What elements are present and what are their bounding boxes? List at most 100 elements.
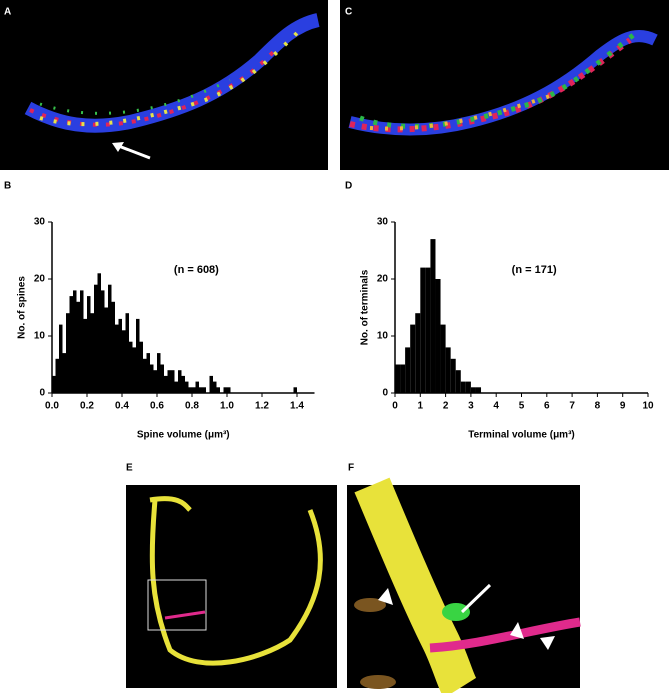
panel-a-image: [0, 0, 328, 170]
bar: [185, 381, 189, 393]
bar: [108, 284, 112, 393]
panel-label: E: [126, 463, 133, 474]
y-tick-label: 30: [34, 217, 46, 228]
y-tick-label: 20: [377, 274, 389, 285]
bar: [440, 324, 446, 393]
bar: [153, 370, 157, 393]
x-tick-label: 10: [642, 401, 654, 412]
annotation: (n = 608): [174, 264, 219, 276]
x-tick-label: 1.4: [290, 401, 304, 412]
bar: [395, 364, 401, 393]
x-tick-label: 3: [468, 401, 474, 412]
x-tick-label: 0.8: [185, 401, 199, 412]
bar: [178, 370, 182, 393]
x-axis-label: Spine volume (μm³): [137, 430, 230, 441]
x-tick-label: 0.6: [150, 401, 164, 412]
bar: [101, 290, 105, 393]
bar: [160, 364, 164, 393]
bar: [115, 324, 119, 393]
bar: [139, 341, 143, 393]
bar: [202, 387, 206, 393]
y-tick-label: 30: [377, 217, 389, 228]
bar: [470, 387, 476, 393]
bar: [410, 324, 416, 393]
panel-f-image: [347, 477, 581, 698]
bar: [216, 387, 220, 393]
bar: [118, 318, 122, 393]
bar: [181, 375, 185, 393]
bar: [293, 387, 297, 393]
bar: [174, 381, 178, 393]
bar: [430, 239, 436, 393]
panel-label: F: [348, 463, 354, 474]
bar: [455, 370, 461, 393]
x-tick-label: 9: [620, 401, 626, 412]
bar: [69, 296, 73, 393]
bar: [62, 353, 66, 393]
bar: [164, 375, 168, 393]
x-tick-label: 8: [595, 401, 601, 412]
bar: [111, 301, 115, 393]
bar: [445, 347, 451, 393]
bar: [465, 381, 471, 393]
bar: [435, 279, 441, 393]
bar: [171, 370, 175, 393]
bar: [405, 347, 411, 393]
panel-labels: A B C D E F: [4, 7, 354, 474]
bar: [192, 387, 196, 393]
bar: [460, 381, 466, 393]
panel-label: A: [4, 7, 11, 18]
x-tick-label: 0.2: [80, 401, 94, 412]
bar: [94, 284, 98, 393]
bar: [209, 375, 213, 393]
bar: [83, 318, 87, 393]
bar: [167, 370, 171, 393]
bar: [132, 347, 136, 393]
y-tick-label: 10: [377, 331, 389, 342]
x-tick-label: 6: [544, 401, 550, 412]
y-tick-label: 0: [39, 388, 45, 399]
bar: [415, 313, 421, 393]
panel-label: D: [345, 181, 352, 192]
x-tick-label: 7: [569, 401, 575, 412]
bar: [150, 364, 154, 393]
bar: [76, 301, 80, 393]
bar: [227, 387, 231, 393]
bar: [73, 290, 77, 393]
bar: [122, 330, 126, 393]
bar: [59, 324, 63, 393]
bar: [87, 296, 91, 393]
x-tick-label: 0: [392, 401, 398, 412]
bar: [425, 267, 431, 393]
x-tick-label: 1.2: [255, 401, 269, 412]
bar: [136, 318, 140, 393]
panel-e-image: [126, 485, 337, 688]
x-tick-label: 0.0: [45, 401, 59, 412]
panel-label: B: [4, 181, 11, 192]
bar: [157, 353, 161, 393]
bar: [146, 353, 150, 393]
bar: [199, 387, 203, 393]
bar: [125, 313, 129, 393]
bar: [66, 313, 70, 393]
bar: [55, 358, 59, 393]
y-tick-label: 10: [34, 331, 46, 342]
bar: [97, 273, 101, 393]
x-tick-label: 4: [493, 401, 499, 412]
y-axis-label: No. of terminals: [360, 269, 371, 345]
bar: [80, 290, 84, 393]
bar: [400, 364, 406, 393]
bar: [104, 307, 108, 393]
y-tick-label: 0: [382, 388, 388, 399]
bar: [143, 358, 147, 393]
bar: [188, 387, 192, 393]
y-axis-label: No. of spines: [17, 276, 28, 339]
annotation: (n = 171): [512, 264, 557, 276]
bar: [213, 381, 217, 393]
bar: [223, 387, 227, 393]
bar: [129, 341, 133, 393]
x-tick-label: 1.0: [220, 401, 234, 412]
bar: [420, 267, 426, 393]
